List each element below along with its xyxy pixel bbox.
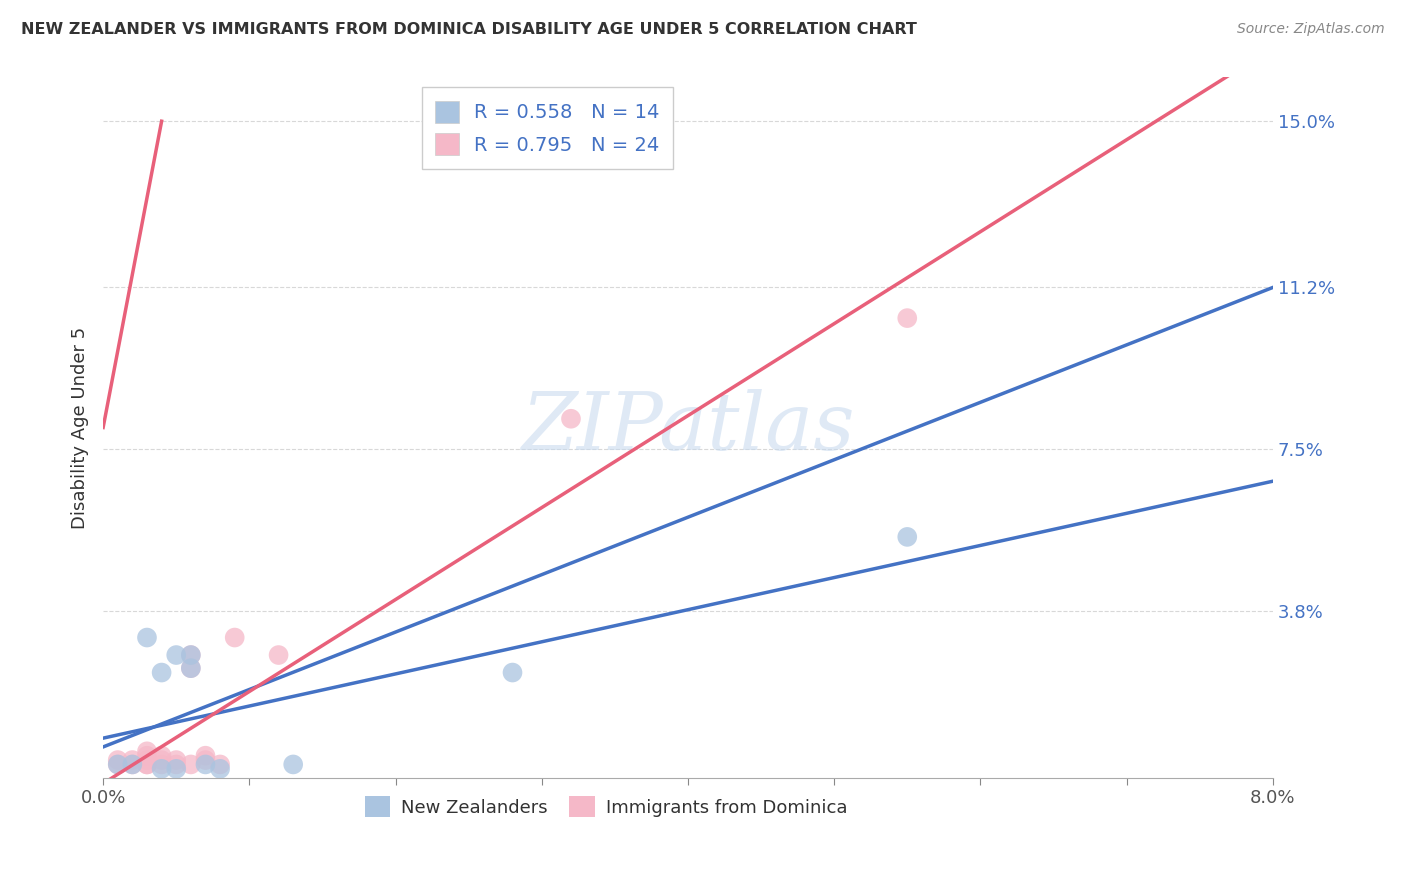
Text: NEW ZEALANDER VS IMMIGRANTS FROM DOMINICA DISABILITY AGE UNDER 5 CORRELATION CHA: NEW ZEALANDER VS IMMIGRANTS FROM DOMINIC… (21, 22, 917, 37)
Point (165, 762, 187, 776)
Point (136, 744, 159, 758)
Point (180, 757, 202, 772)
Point (121, 753, 143, 767)
Point (150, 757, 173, 772)
Point (150, 748, 173, 763)
Point (194, 757, 217, 772)
Point (896, 530, 918, 544)
Point (136, 757, 159, 772)
Point (180, 648, 202, 662)
Point (121, 757, 143, 772)
Point (107, 757, 129, 772)
Point (136, 757, 159, 772)
Point (283, 757, 305, 772)
Point (165, 753, 187, 767)
Y-axis label: Disability Age Under 5: Disability Age Under 5 (72, 326, 89, 529)
Point (267, 648, 290, 662)
Point (150, 753, 173, 767)
Legend: New Zealanders, Immigrants from Dominica: New Zealanders, Immigrants from Dominica (359, 789, 855, 824)
Point (560, 411, 582, 425)
Point (150, 665, 173, 680)
Point (121, 757, 143, 772)
Point (165, 757, 187, 772)
Point (209, 757, 232, 772)
Point (136, 748, 159, 763)
Point (107, 757, 129, 772)
Point (180, 648, 202, 662)
Point (165, 648, 187, 662)
Point (180, 661, 202, 675)
Point (136, 753, 159, 767)
Point (224, 631, 246, 645)
Point (209, 762, 232, 776)
Point (502, 665, 524, 680)
Point (107, 753, 129, 767)
Point (896, 311, 918, 326)
Point (194, 753, 217, 767)
Text: ZIPatlas: ZIPatlas (522, 389, 855, 467)
Point (136, 631, 159, 645)
Text: Source: ZipAtlas.com: Source: ZipAtlas.com (1237, 22, 1385, 37)
Point (150, 762, 173, 776)
Point (180, 661, 202, 675)
Point (194, 748, 217, 763)
